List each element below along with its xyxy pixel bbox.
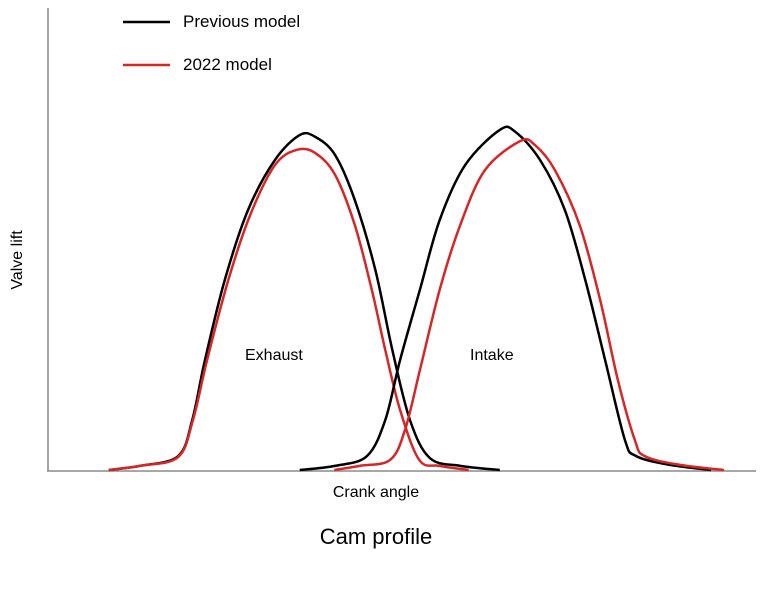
legend-label-previous-model: Previous model [183, 12, 301, 31]
annotation-exhaust: Exhaust [245, 347, 303, 364]
intake-previous-model-line [299, 125, 712, 472]
intake-2022-model-line [334, 138, 725, 472]
legend-label-2022-model: 2022 model [183, 55, 272, 74]
exhaust-2022-model-line [108, 147, 469, 472]
y-axis-label: Valve lift [9, 230, 26, 290]
exhaust-previous-model-line [108, 131, 500, 472]
chart-title: Cam profile [319, 524, 433, 549]
annotation-intake: Intake [470, 347, 514, 364]
x-axis-label: Crank angle [332, 484, 420, 501]
